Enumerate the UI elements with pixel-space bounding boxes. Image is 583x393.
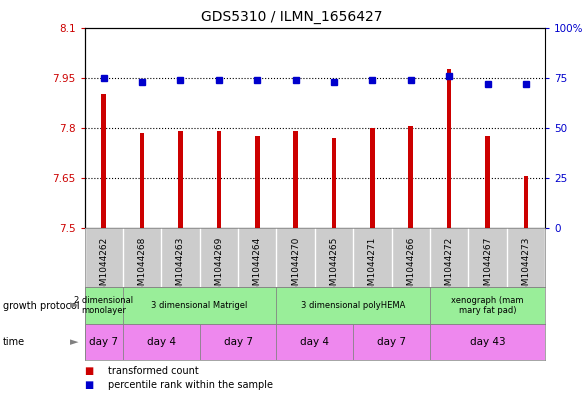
Text: percentile rank within the sample: percentile rank within the sample (108, 380, 273, 390)
Bar (123, 324, 199, 360)
Bar (430, 324, 545, 360)
Text: GDS5310 / ILMN_1656427: GDS5310 / ILMN_1656427 (201, 10, 382, 24)
Text: day 4: day 4 (147, 337, 176, 347)
Text: ►: ► (70, 301, 78, 310)
Text: day 43: day 43 (470, 337, 505, 347)
Text: ►: ► (70, 337, 78, 347)
Text: GSM1044263: GSM1044263 (176, 237, 185, 297)
Bar (409, 126, 413, 228)
Bar (276, 287, 430, 324)
Text: GSM1044265: GSM1044265 (329, 237, 339, 297)
Text: ■: ■ (85, 380, 94, 390)
Text: time: time (3, 337, 25, 347)
Text: 2 dimensional
monolayer: 2 dimensional monolayer (74, 296, 134, 315)
Text: 3 dimensional Matrigel: 3 dimensional Matrigel (152, 301, 248, 310)
Text: day 4: day 4 (300, 337, 329, 347)
Bar (430, 287, 545, 324)
Text: transformed count: transformed count (108, 366, 199, 376)
Bar (101, 94, 106, 228)
Bar (276, 324, 353, 360)
Text: GSM1044264: GSM1044264 (253, 237, 262, 297)
Bar (178, 131, 183, 228)
Text: GSM1044271: GSM1044271 (368, 237, 377, 297)
Bar (216, 131, 221, 228)
Bar (199, 324, 276, 360)
Text: day 7: day 7 (377, 337, 406, 347)
Text: GSM1044262: GSM1044262 (99, 237, 108, 297)
Text: 3 dimensional polyHEMA: 3 dimensional polyHEMA (301, 301, 405, 310)
Text: day 7: day 7 (223, 337, 252, 347)
Text: GSM1044270: GSM1044270 (291, 237, 300, 297)
Bar (485, 136, 490, 228)
Text: GSM1044266: GSM1044266 (406, 237, 415, 297)
Text: growth protocol: growth protocol (3, 301, 79, 310)
Text: GSM1044272: GSM1044272 (445, 237, 454, 297)
Bar (353, 324, 430, 360)
Bar (255, 136, 259, 228)
Text: GSM1044268: GSM1044268 (138, 237, 146, 297)
Text: GSM1044267: GSM1044267 (483, 237, 492, 297)
Text: ■: ■ (85, 366, 94, 376)
Text: GSM1044273: GSM1044273 (521, 237, 531, 297)
Bar (447, 69, 451, 228)
Bar (123, 287, 276, 324)
Text: day 7: day 7 (89, 337, 118, 347)
Bar (85, 324, 123, 360)
Bar (293, 131, 298, 228)
Bar (524, 176, 528, 228)
Bar (85, 287, 123, 324)
Text: GSM1044269: GSM1044269 (215, 237, 223, 297)
Bar (140, 133, 145, 228)
Bar (370, 128, 375, 228)
Bar (332, 138, 336, 228)
Text: xenograph (mam
mary fat pad): xenograph (mam mary fat pad) (451, 296, 524, 315)
